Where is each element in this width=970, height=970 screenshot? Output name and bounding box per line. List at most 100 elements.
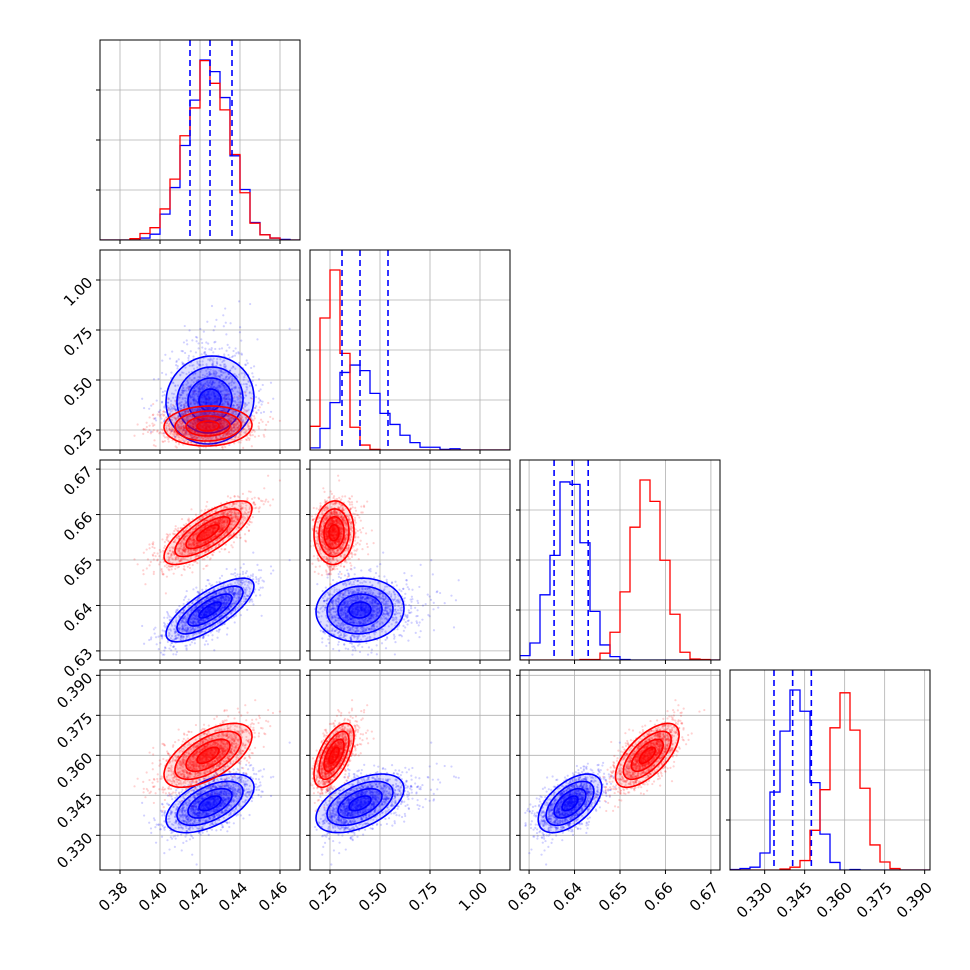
scatter-point — [206, 391, 210, 394]
scatter-point — [179, 374, 182, 377]
scatter-point — [162, 434, 165, 437]
scatter-point — [246, 362, 249, 365]
scatter-point — [182, 413, 185, 416]
scatter-point — [184, 399, 187, 403]
scatter-point — [209, 426, 212, 429]
scatter-point — [228, 346, 231, 349]
scatter-point — [218, 375, 221, 378]
scatter-point — [192, 398, 195, 401]
scatter-point — [187, 354, 191, 357]
scatter-point — [242, 562, 245, 566]
scatter-point — [212, 416, 215, 420]
scatter-point — [232, 349, 235, 353]
scatter-point — [205, 398, 208, 402]
scatter-point — [164, 416, 167, 419]
scatter-point — [185, 589, 188, 593]
scatter-point — [254, 384, 258, 387]
scatter-point — [191, 408, 194, 412]
scatter-point — [192, 377, 196, 380]
scatter-point — [141, 624, 144, 628]
scatter-point — [214, 394, 217, 398]
scatter-point — [153, 546, 156, 550]
scatter-point — [185, 372, 188, 376]
scatter-point — [152, 628, 156, 631]
scatter-point — [209, 385, 212, 389]
scatter-point — [208, 373, 211, 376]
scatter-point — [174, 647, 177, 651]
scatter-point — [254, 406, 257, 410]
scatter-point — [216, 401, 219, 404]
scatter-point — [191, 395, 194, 398]
scatter-point — [254, 594, 258, 597]
scatter-point — [171, 407, 174, 411]
scatter-point — [199, 388, 203, 391]
scatter-point — [184, 366, 187, 369]
scatter-point — [155, 399, 158, 402]
scatter-point — [174, 384, 177, 387]
scatter-point — [207, 384, 210, 387]
scatter-point — [239, 393, 242, 396]
scatter-point — [213, 402, 216, 405]
scatter-point — [208, 370, 211, 374]
scatter-point — [211, 362, 214, 365]
scatter-point — [221, 404, 224, 407]
scatter-point — [160, 428, 163, 431]
scatter-point — [199, 413, 202, 417]
scatter-point — [205, 584, 208, 588]
scatter-point — [248, 438, 251, 442]
scatter-point — [212, 351, 215, 354]
scatter-point — [198, 390, 201, 393]
scatter-point — [226, 390, 229, 393]
scatter-point — [196, 394, 199, 398]
scatter-point — [213, 373, 216, 376]
scatter-point — [209, 412, 212, 415]
scatter-point — [212, 392, 216, 395]
scatter-point — [198, 376, 202, 379]
scatter-point — [272, 397, 275, 400]
scatter-point — [224, 307, 227, 310]
scatter-point — [224, 321, 227, 324]
scatter-point — [244, 373, 247, 376]
scatter-point — [229, 369, 232, 372]
scatter-point — [237, 397, 240, 400]
scatter-point — [211, 634, 214, 637]
scatter-point — [166, 401, 170, 404]
scatter-point — [235, 404, 238, 407]
scatter-point — [220, 413, 224, 417]
scatter-point — [182, 390, 185, 393]
scatter-point — [207, 412, 211, 415]
scatter-point — [199, 327, 202, 331]
scatter-point — [232, 426, 236, 429]
scatter-point — [204, 426, 207, 429]
scatter-point — [159, 387, 163, 390]
scatter-point — [219, 390, 222, 394]
scatter-point — [168, 533, 172, 536]
scatter-point — [218, 380, 221, 383]
scatter-point — [227, 393, 230, 396]
scatter-point — [225, 397, 228, 400]
panel-2-0 — [96, 459, 301, 664]
scatter-point — [214, 340, 217, 343]
scatter-point — [241, 492, 245, 495]
scatter-point — [237, 405, 240, 409]
scatter-point — [245, 409, 248, 412]
scatter-point — [217, 630, 220, 633]
scatter-point — [223, 363, 227, 366]
scatter-point — [187, 386, 190, 389]
scatter-point — [210, 347, 213, 350]
scatter-point — [169, 408, 172, 411]
scatter-point — [214, 373, 217, 376]
scatter-point — [234, 347, 237, 350]
scatter-point — [213, 391, 216, 394]
scatter-point — [133, 558, 136, 561]
scatter-point — [219, 370, 223, 373]
scatter-point — [204, 427, 207, 430]
scatter-point — [208, 372, 212, 375]
scatter-point — [174, 389, 177, 392]
scatter-point — [205, 401, 208, 404]
scatter-point — [219, 358, 222, 361]
scatter-point — [184, 402, 187, 405]
scatter-point — [170, 429, 174, 432]
scatter-point — [232, 426, 236, 429]
scatter-point — [170, 649, 173, 652]
